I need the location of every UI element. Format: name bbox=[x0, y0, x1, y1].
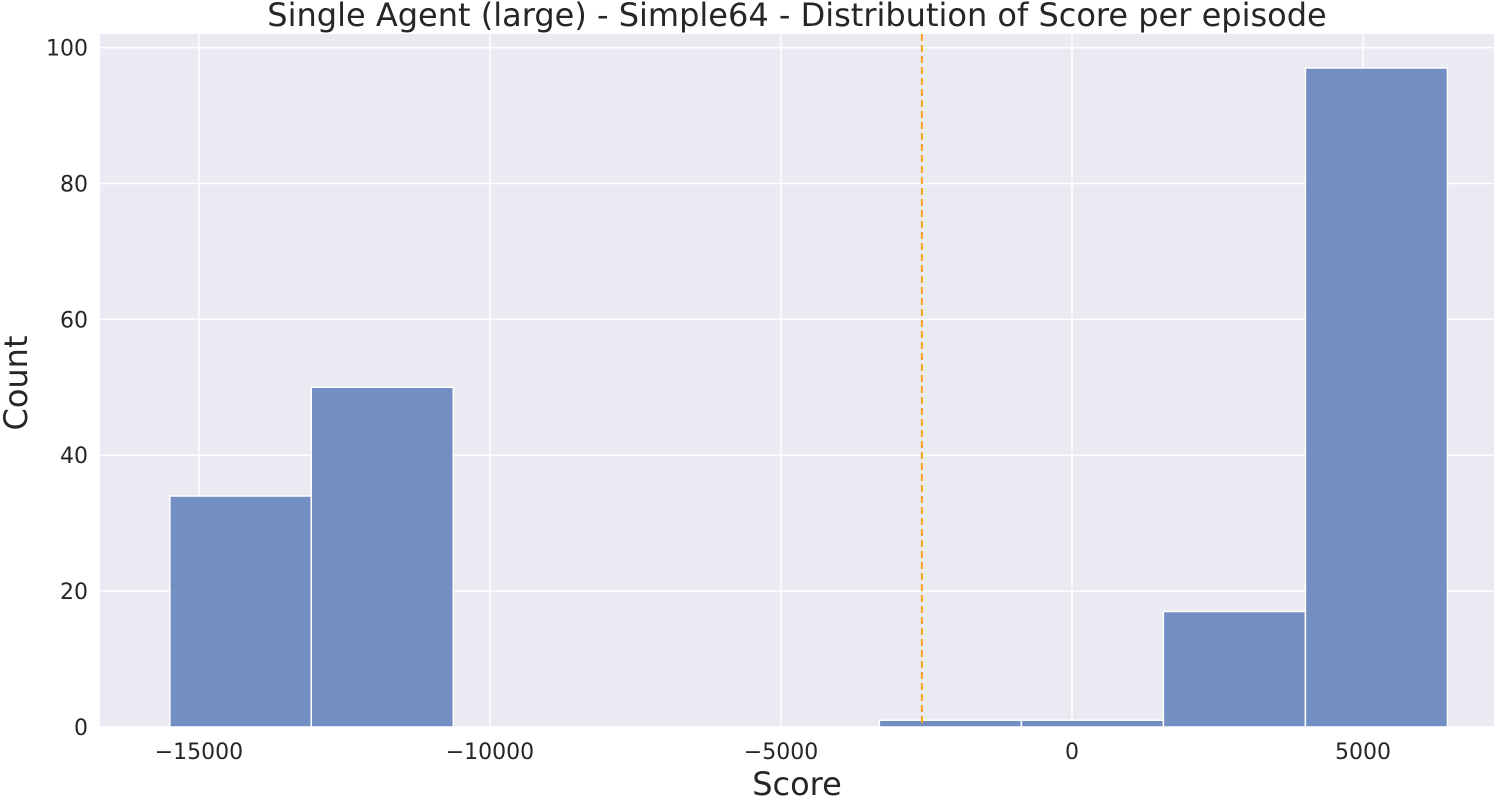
histogram-bar bbox=[310, 386, 455, 728]
x-tick-label: 0 bbox=[1065, 740, 1079, 765]
y-tick-label: 40 bbox=[60, 444, 88, 469]
y-tick-label: 0 bbox=[74, 716, 88, 741]
x-tick-label: −15000 bbox=[155, 740, 243, 765]
y-tick-label: 20 bbox=[60, 580, 88, 605]
x-axis-ticks: −15000 −10000 −5000 0 5000 bbox=[155, 740, 1391, 765]
y-tick-label: 80 bbox=[60, 172, 88, 197]
histogram-bars bbox=[169, 67, 1449, 728]
y-tick-label: 100 bbox=[46, 37, 88, 62]
y-axis-label: Count bbox=[0, 335, 35, 430]
y-axis-ticks: 0 20 40 60 80 100 bbox=[46, 37, 88, 741]
x-axis-label: Score bbox=[752, 765, 842, 803]
histogram-bar bbox=[1020, 719, 1165, 728]
chart-title: Single Agent (large) - Simple64 - Distri… bbox=[267, 0, 1326, 34]
histogram-bar bbox=[169, 495, 313, 728]
y-tick-label: 60 bbox=[60, 308, 88, 333]
histogram-bar bbox=[1162, 610, 1307, 728]
x-tick-label: −10000 bbox=[446, 740, 534, 765]
x-tick-label: −5000 bbox=[744, 740, 818, 765]
x-tick-label: 5000 bbox=[1335, 740, 1391, 765]
histogram-bar bbox=[1304, 67, 1449, 728]
histogram-bar bbox=[878, 719, 1023, 728]
